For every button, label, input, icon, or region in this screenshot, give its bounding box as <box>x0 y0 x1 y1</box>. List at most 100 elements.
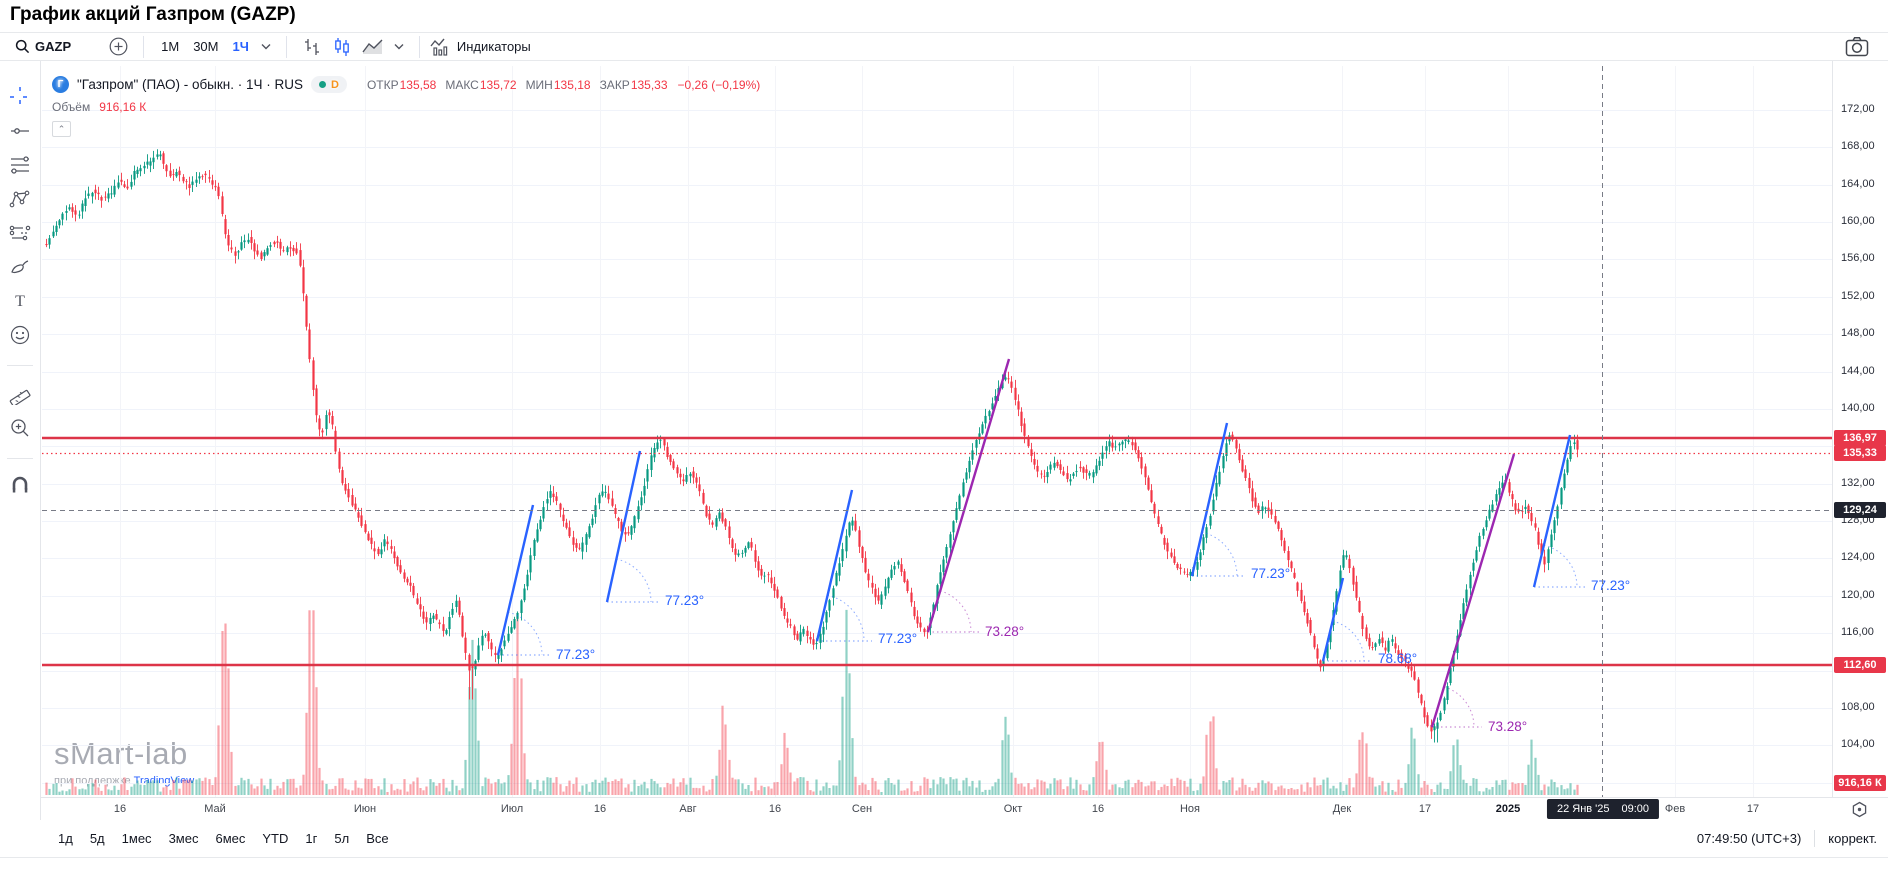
volume-value: 916,16 К <box>99 100 147 114</box>
indicators-icon <box>430 38 451 56</box>
price-tick-label: 104,00 <box>1841 738 1875 750</box>
crosshair <box>42 66 1832 797</box>
range-tab-Все[interactable]: Все <box>366 831 389 846</box>
toolbar-separator <box>143 35 145 58</box>
indicators-button[interactable]: Индикаторы <box>430 38 531 56</box>
area-style-icon[interactable] <box>362 38 384 56</box>
time-tick-label: 16 <box>1091 803 1105 815</box>
time-axis[interactable]: 16 Май Июн Июл 16 Авг 16 Сен Окт 16 Ноя Дек 17 2025 Фе… <box>0 797 1888 821</box>
ohlc-item-value: 135,58 <box>399 77 437 92</box>
symbol-search-button[interactable]: GAZP <box>35 39 72 54</box>
price-tick-label: 108,00 <box>1841 701 1875 713</box>
parallel-channel-icon[interactable] <box>8 153 32 177</box>
timeframe-1m[interactable]: 1М <box>161 39 180 54</box>
time-tick-label: 2025 <box>1495 803 1521 815</box>
search-icon[interactable] <box>15 39 30 54</box>
range-tab-1мес[interactable]: 1мес <box>121 831 152 846</box>
candles <box>45 149 1579 743</box>
price-tick-label: 132,00 <box>1841 477 1875 489</box>
time-tick-label: 16 <box>768 803 782 815</box>
time-tick-label: Фев <box>1664 803 1686 815</box>
footer-divider <box>0 857 1888 858</box>
time-tick-label: 16 <box>593 803 607 815</box>
page-title: График акций Газпром (GAZP) <box>10 4 296 25</box>
xabcd-pattern-icon[interactable] <box>8 187 32 211</box>
emoji-icon[interactable] <box>8 323 32 347</box>
chevron-down-icon[interactable] <box>394 43 404 50</box>
timeframe-1h[interactable]: 1Ч <box>232 39 249 54</box>
trendline-icon[interactable] <box>8 119 32 143</box>
range-tab-YTD[interactable]: YTD <box>262 831 289 846</box>
market-status-pill[interactable]: D <box>311 76 347 93</box>
chevron-down-icon[interactable] <box>261 43 271 50</box>
time-tick-label: Окт <box>1003 803 1023 815</box>
drawing-toolbar: T <box>0 61 41 820</box>
adjusted-toggle[interactable]: коррект. <box>1828 831 1877 846</box>
indicators-label: Индикаторы <box>456 39 531 54</box>
ohlc-item: МАКС135,72 <box>445 78 516 92</box>
camera-icon[interactable] <box>1845 36 1869 57</box>
range-tab-1д[interactable]: 1д <box>58 831 73 846</box>
magnet-icon[interactable] <box>8 475 32 499</box>
angle-label: 73.28° <box>985 624 1024 639</box>
trend-lines[interactable]: 77.23° 77.23° 77.23° 73.28° 77.23° 78.68° 73.2… <box>496 358 1630 734</box>
horizontal-levels[interactable] <box>42 436 1832 667</box>
chart-legend: Г "Газпром" (ПАО) - обыкн. · 1Ч · RUS D … <box>52 76 760 137</box>
price-tick-label: 172,00 <box>1841 103 1875 115</box>
price-tick-label: 116,00 <box>1841 626 1874 638</box>
axis-settings-gear-icon[interactable] <box>1851 801 1868 823</box>
toolbar-divider <box>0 60 1888 61</box>
footer-separator <box>1814 830 1816 847</box>
timeframe-30m[interactable]: 30М <box>193 39 219 54</box>
price-tick-label: 168,00 <box>1841 140 1875 152</box>
time-tick-label: Дек <box>1332 803 1352 815</box>
angle-label: 73.28° <box>1488 719 1527 734</box>
crosshair-time: 09:00 <box>1621 803 1650 815</box>
time-tick-label: Июн <box>353 803 377 815</box>
price-tick-label: 148,00 <box>1841 327 1875 339</box>
volume-label: Объём <box>52 100 91 114</box>
ohlc-values: ОТКР135,58 МАКС135,72 МИН135,18 ЗАКР135,33 <box>367 78 668 92</box>
volume-histogram <box>45 609 1579 795</box>
time-tick-label: Авг <box>679 803 697 815</box>
svg-text:T: T <box>15 293 25 310</box>
angle-label: 77.23° <box>665 593 704 608</box>
time-tick-label: Ноя <box>1179 803 1201 815</box>
time-tick-label: 17 <box>1418 803 1432 815</box>
ohlc-item-label: ОТКР <box>366 77 399 92</box>
ohlc-item-value: 135,18 <box>553 77 591 92</box>
range-tab-1г[interactable]: 1г <box>305 831 318 846</box>
toolbar-separator <box>285 35 287 58</box>
market-open-dot-icon <box>319 81 326 88</box>
brush-icon[interactable] <box>8 255 32 279</box>
zoom-in-icon[interactable] <box>8 416 32 440</box>
range-tab-5д[interactable]: 5д <box>89 831 105 846</box>
compare-plus-icon[interactable] <box>109 37 128 56</box>
collapse-legend-button[interactable]: ⌃ <box>52 121 71 137</box>
range-tab-3мес[interactable]: 3мес <box>168 831 199 846</box>
price-tick-label: 124,00 <box>1841 551 1875 563</box>
crosshair-icon[interactable] <box>8 85 32 109</box>
price-tick-label: 152,00 <box>1841 290 1875 302</box>
price-tick-label: 156,00 <box>1841 252 1875 264</box>
bars-style-icon[interactable] <box>302 37 322 57</box>
price-tick-label: 164,00 <box>1841 178 1875 190</box>
time-tick-label: 16 <box>113 803 127 815</box>
chart-toolbar: GAZP 1М 30М 1Ч Индикаторы <box>0 33 1888 60</box>
tools-divider <box>7 365 33 366</box>
angle-label: 77.23° <box>1251 566 1290 581</box>
range-tab-6мес[interactable]: 6мес <box>215 831 246 846</box>
price-chart[interactable]: 77.23° 77.23° 77.23° 73.28° 77.23° 78.68° 73.2… <box>0 60 1888 820</box>
range-tab-5л[interactable]: 5л <box>334 831 350 846</box>
ruler-icon[interactable] <box>8 382 32 406</box>
symbol-description[interactable]: "Газпром" (ПАО) - обыкн. · 1Ч · RUS <box>77 77 303 92</box>
time-tick-label: Май <box>204 803 226 815</box>
range-tabs: 1д 5д 1мес 3мес 6мес YTD 1г 5л Все <box>58 831 389 846</box>
price-tick-label: 144,00 <box>1841 365 1875 377</box>
grid-lines <box>42 66 1832 797</box>
candles-style-icon[interactable] <box>332 37 352 57</box>
clock[interactable]: 07:49:50 (UTC+3) <box>1696 831 1802 846</box>
forecast-icon[interactable] <box>8 221 32 245</box>
text-icon[interactable]: T <box>8 289 32 313</box>
ohlc-item-value: 135,72 <box>479 77 517 92</box>
